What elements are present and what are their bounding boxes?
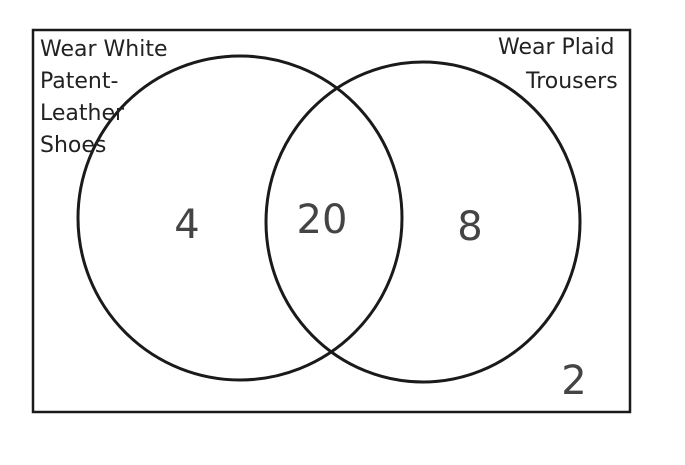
- left-set-label: Wear White Patent- Leather Shoes: [40, 37, 175, 158]
- left-set-label-line: Patent-: [40, 69, 118, 94]
- intersection-count: 20: [297, 197, 348, 243]
- left-set-label-line: Shoes: [40, 133, 106, 158]
- right-set-circle: [264, 60, 582, 384]
- left-set-label-line: Wear White: [40, 37, 168, 62]
- right-set-label: Wear Plaid Trousers: [498, 35, 621, 94]
- left-set-circle: [76, 54, 404, 382]
- neither-count: 2: [561, 358, 586, 404]
- universal-set-border: [31, 28, 632, 414]
- right-only-count: 8: [457, 204, 482, 250]
- left-set-label-line: Leather: [40, 101, 125, 126]
- left-only-count: 4: [174, 202, 199, 248]
- right-set-label-line: Wear Plaid: [498, 35, 614, 60]
- right-set-label-line: Trousers: [525, 69, 618, 94]
